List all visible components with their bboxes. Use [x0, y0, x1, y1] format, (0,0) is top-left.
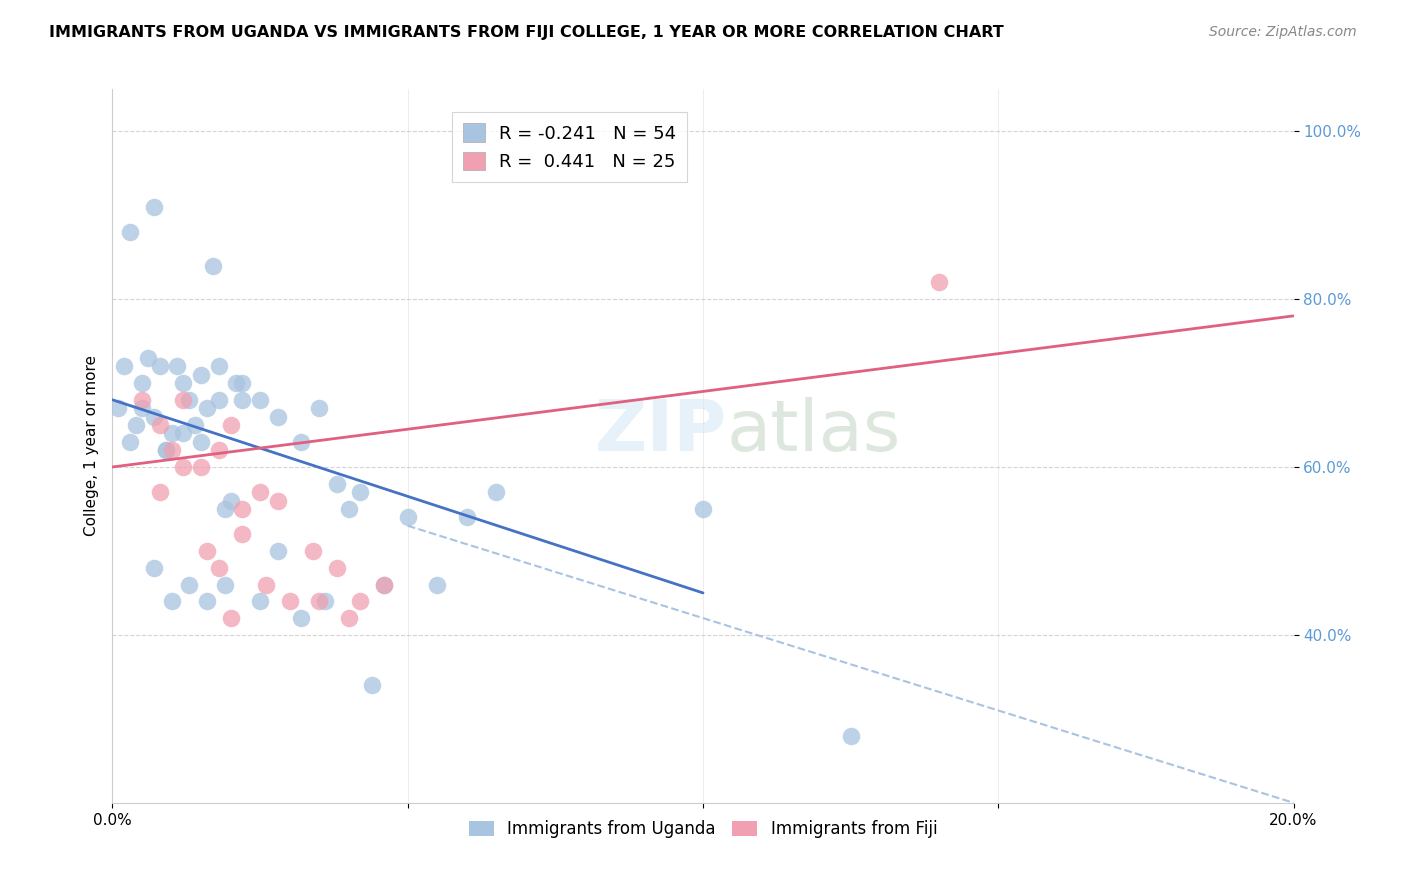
Text: ZIP: ZIP [595, 397, 727, 467]
Point [314, 594, 336, 608]
Point [302, 544, 325, 558]
Point [131, 392, 153, 407]
Point [928, 275, 950, 289]
Point [149, 485, 172, 500]
Text: atlas: atlas [727, 397, 901, 467]
Point [179, 392, 201, 407]
Point [131, 376, 153, 390]
Point [373, 577, 395, 591]
Point [172, 460, 194, 475]
Point [208, 443, 231, 458]
Point [267, 544, 290, 558]
Point [290, 611, 312, 625]
Point [231, 392, 253, 407]
Point [166, 359, 188, 374]
Point [267, 409, 290, 424]
Point [160, 443, 183, 458]
Point [214, 502, 236, 516]
Legend: Immigrants from Uganda, Immigrants from Fiji: Immigrants from Uganda, Immigrants from … [463, 814, 943, 845]
Text: IMMIGRANTS FROM UGANDA VS IMMIGRANTS FROM FIJI COLLEGE, 1 YEAR OR MORE CORRELATI: IMMIGRANTS FROM UGANDA VS IMMIGRANTS FRO… [49, 25, 1004, 40]
Point [155, 443, 177, 458]
Point [195, 594, 218, 608]
Point [131, 401, 153, 416]
Point [396, 510, 419, 524]
Point [112, 359, 135, 374]
Point [155, 443, 177, 458]
Point [456, 510, 478, 524]
Point [326, 560, 349, 574]
Point [136, 351, 159, 365]
Y-axis label: College, 1 year or more: College, 1 year or more [83, 356, 98, 536]
Point [337, 611, 360, 625]
Point [107, 401, 129, 416]
Point [201, 259, 224, 273]
Point [225, 376, 247, 390]
Point [149, 359, 172, 374]
Point [373, 577, 395, 591]
Point [254, 577, 277, 591]
Point [349, 594, 371, 608]
Point [249, 594, 271, 608]
Point [349, 485, 371, 500]
Point [120, 434, 142, 449]
Point [160, 426, 183, 441]
Point [219, 493, 242, 508]
Point [326, 476, 349, 491]
Point [361, 678, 384, 692]
Point [149, 417, 172, 432]
Point [426, 577, 449, 591]
Point [190, 460, 212, 475]
Point [142, 200, 165, 214]
Point [231, 376, 253, 390]
Point [184, 417, 207, 432]
Point [839, 729, 862, 743]
Point [208, 359, 231, 374]
Point [179, 577, 201, 591]
Point [142, 409, 165, 424]
Point [267, 493, 290, 508]
Point [290, 434, 312, 449]
Point [308, 401, 330, 416]
Point [308, 594, 330, 608]
Point [249, 485, 271, 500]
Point [190, 434, 212, 449]
Point [214, 577, 236, 591]
Point [231, 527, 253, 541]
Point [208, 560, 231, 574]
Point [172, 376, 194, 390]
Point [249, 392, 271, 407]
Point [172, 426, 194, 441]
Point [219, 611, 242, 625]
Point [160, 594, 183, 608]
Text: Source: ZipAtlas.com: Source: ZipAtlas.com [1209, 25, 1357, 39]
Point [195, 401, 218, 416]
Point [278, 594, 301, 608]
Point [219, 417, 242, 432]
Point [337, 502, 360, 516]
Point [231, 502, 253, 516]
Point [485, 485, 508, 500]
Point [195, 544, 218, 558]
Point [692, 502, 714, 516]
Point [120, 225, 142, 239]
Point [142, 560, 165, 574]
Point [172, 392, 194, 407]
Point [208, 392, 231, 407]
Point [125, 417, 148, 432]
Point [190, 368, 212, 382]
